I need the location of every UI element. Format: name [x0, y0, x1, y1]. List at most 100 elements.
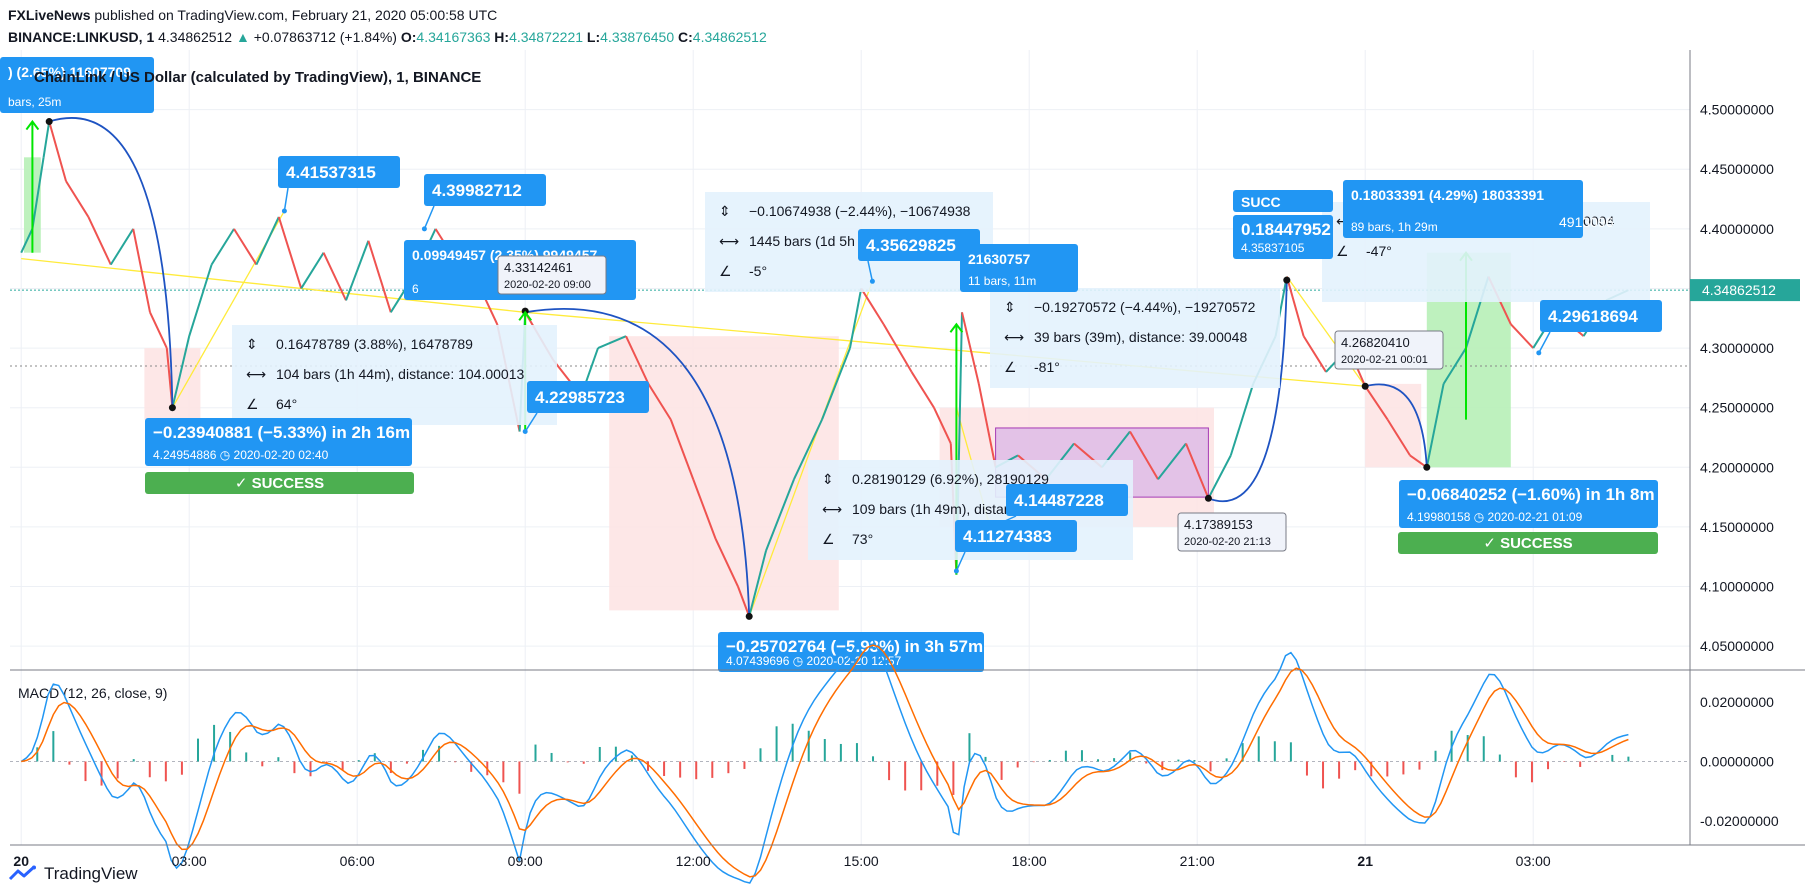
angle-icon: ∠	[719, 263, 732, 279]
measure-box	[990, 288, 1280, 388]
open-label: O:	[400, 29, 417, 45]
short-position-zone	[1365, 383, 1422, 468]
swing-arc	[1208, 280, 1288, 503]
swing-label-text: −0.23940881 (−5.33%) in 2h 16m	[153, 423, 410, 442]
low-label: L:	[586, 29, 601, 45]
swing-point-marker	[745, 612, 753, 620]
swing-label-subtext: 4.24954886 ◷ 2020-02-20 02:40	[153, 448, 329, 462]
price-segment	[1425, 383, 1445, 468]
close-value: 4.34862512	[692, 29, 767, 45]
price-segment	[132, 228, 151, 313]
price-tick-label: 4.25000000	[1700, 400, 1774, 416]
price-segment	[1302, 335, 1327, 373]
angle-icon: ∠	[822, 531, 835, 547]
partial-label-text: SUCC	[1241, 194, 1281, 210]
price-segment	[255, 216, 280, 266]
tradingview-logo-icon	[8, 865, 36, 881]
measure-label-text: 0.18033391 (4.29%) 18033391	[1351, 187, 1544, 203]
measure-bars-text: 1445 bars (1d 5h	[749, 233, 855, 249]
point-tag	[1177, 512, 1287, 552]
bars-range-icon: ⟷	[1004, 329, 1024, 345]
swing-arc	[525, 308, 751, 617]
measure-label-subtext: 89 bars, 1h 29m	[1351, 220, 1438, 234]
time-tick-label: 21:00	[1180, 853, 1215, 869]
price-tick-label: 4.05000000	[1700, 638, 1774, 654]
callout-pointer	[524, 412, 538, 432]
price-tick-label: 4.10000000	[1700, 579, 1774, 595]
swing-label-subtext: 6	[412, 282, 419, 296]
symbol-name[interactable]: BINANCE:LINKUSD, 1	[8, 29, 155, 45]
swing-label-subtext: bars, 25m	[8, 95, 61, 109]
partial-label-text: 21630757	[968, 251, 1031, 267]
point-tag-price: 4.17389153	[1184, 517, 1253, 532]
time-tick-label: 15:00	[844, 853, 879, 869]
callout-anchor	[522, 429, 528, 435]
last-price-badge-text: 4.34862512	[1702, 282, 1776, 298]
callout-anchor	[281, 208, 287, 214]
measure-range-text: 0.28190129 (6.92%), 28190129	[852, 471, 1049, 487]
price-segment	[961, 312, 980, 385]
price-callout	[955, 520, 1077, 552]
publisher-line: FXLiveNews published on TradingView.com,…	[8, 7, 497, 23]
open-value: 4.34167363	[416, 29, 491, 45]
bars-range-icon: ⟷	[719, 233, 739, 249]
tradingview-brand: TradingView	[44, 864, 138, 883]
price-segment	[1442, 347, 1467, 385]
swing-label	[718, 632, 984, 672]
measure-bars-text: 104 bars (1h 44m), distance: 104.00013	[276, 366, 524, 382]
price-segment	[300, 252, 325, 289]
partial-label	[960, 244, 1078, 292]
price-tick-label: 4.40000000	[1700, 221, 1774, 237]
price-segment	[109, 228, 135, 266]
price-segment	[171, 335, 191, 408]
price-segment	[625, 335, 650, 385]
price-segment	[65, 180, 90, 218]
angle-icon: ∠	[1004, 359, 1017, 375]
callout-pointer	[1538, 331, 1551, 354]
measure-range-text: −0.19270572 (−4.44%), −19270572	[1034, 299, 1256, 315]
partial-label-text: 4913096	[1559, 214, 1614, 230]
measure-angle-text: 73°	[852, 531, 873, 547]
macd-signal-line	[21, 644, 1629, 878]
callout-pointer	[867, 260, 874, 282]
price-tick-label: 4.45000000	[1700, 161, 1774, 177]
price-range-icon: ⇕	[822, 471, 834, 487]
price-segment	[322, 252, 347, 301]
price-callout	[527, 381, 649, 413]
price-segment	[882, 323, 913, 373]
callout-pointer	[955, 551, 966, 572]
callout-pointer	[283, 187, 289, 212]
price-segment	[860, 287, 885, 325]
high-value: 4.34872221	[509, 29, 584, 45]
point-tag-price: 4.26820410	[1341, 335, 1410, 350]
price-segment	[87, 216, 112, 266]
price-segment	[210, 228, 235, 266]
price-segment	[188, 264, 213, 337]
success-badge	[145, 472, 414, 494]
tradingview-logo[interactable]: TradingView	[8, 860, 138, 888]
price-callout-text: 4.41537315	[286, 163, 376, 182]
point-tag-time: 2020-02-20 21:13	[1184, 536, 1271, 548]
price-segment	[647, 383, 672, 421]
price-callout-text: 4.11274383	[963, 527, 1052, 546]
swing-label	[0, 57, 154, 113]
low-value: 4.33876450	[600, 29, 675, 45]
price-range-icon: ⇕	[719, 203, 731, 219]
price-segment	[1364, 385, 1389, 421]
point-tag-price: 4.33142461	[504, 260, 573, 275]
publisher-name[interactable]: FXLiveNews	[8, 7, 91, 23]
price-callout	[278, 156, 400, 188]
swing-point-marker	[1283, 276, 1291, 284]
change-arrow-icon: ▲	[235, 29, 250, 45]
measure-angle-text: 64°	[276, 396, 297, 412]
success-badge-text: ✓ SUCCESS	[1483, 535, 1572, 552]
measure-range-text: −0.10674938 (−2.44%), −10674938	[749, 203, 971, 219]
price-callout-text: 4.14487228	[1014, 491, 1104, 510]
price-segment	[933, 407, 952, 444]
price-callout-text: 4.29618694	[1548, 307, 1638, 326]
price-segment	[345, 240, 370, 301]
price-segment	[714, 538, 739, 587]
swing-arc	[48, 117, 174, 408]
price-range-icon: ⇕	[246, 336, 258, 352]
